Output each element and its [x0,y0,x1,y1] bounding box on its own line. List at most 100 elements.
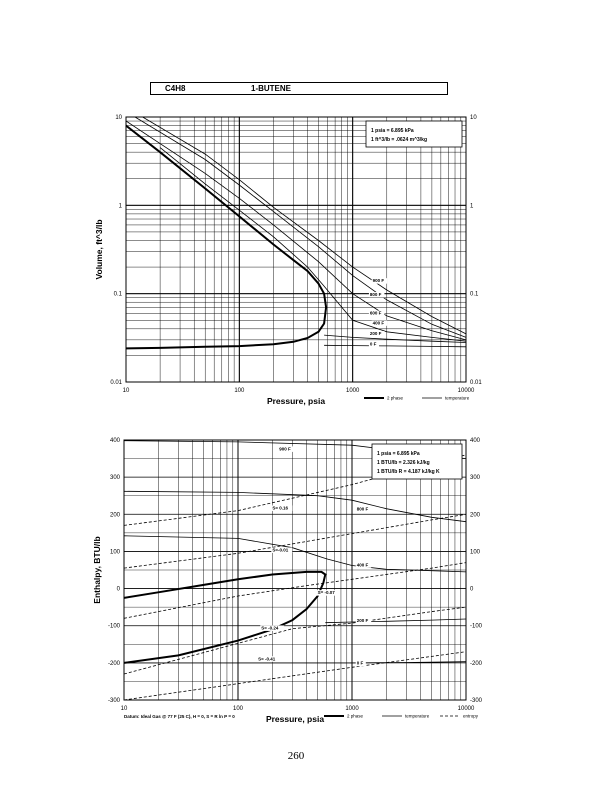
curve-label-bg [257,656,281,662]
curve-label: 0 F [370,341,377,346]
y-tick-label: -300 [108,698,121,704]
x-tick-label: 10000 [458,388,475,394]
series-group [125,116,467,350]
curve-label: 800 F [357,507,369,512]
curve-label: 200 F [370,331,382,336]
legend-label: temperature [445,396,470,401]
x-tick-labels: 10 100 1000 10000 [121,706,475,712]
series-200-f [325,618,467,624]
y-tick-label-right: 300 [470,475,481,481]
y-tick-label: 400 [110,438,121,444]
curve-label: 400 F [373,320,385,325]
plot-frame [123,439,467,701]
y-tick-label: -200 [108,661,121,667]
curve-label-bg [278,446,294,452]
series-0-f [124,661,467,664]
curve-label-bg [368,341,380,347]
curve-label: S= -0.41 [258,656,276,661]
curve-label-bg [355,506,372,513]
series-800-f [123,490,467,523]
curve-labels: 900 F 800 F S= 0.16 S=-0.01 400 F S= -0.07 S= … [257,446,372,667]
curve-label-bg [260,625,284,631]
y-tick-label: 1 [119,203,123,209]
volume-chart: 10 100 1000 100001010.10.011010.10.01Pressu… [94,115,482,406]
x-tick-label: 100 [234,388,245,394]
compound-formula: C4H8 [165,84,186,93]
series-s-0-41 [123,651,467,701]
x-tick-labels: 10 100 1000 10000 [123,388,475,394]
note-frame [371,443,463,480]
curve-label: 800 F [370,292,382,297]
x-axis-label: Pressure, psia [267,396,325,406]
series-0-f [324,344,467,348]
datum-footnote: Datum: Ideal Gas @ 77 F (25 C), H = 0, S… [124,714,235,719]
curve-label-bg [371,320,388,326]
y-tick-label-right: 1 [470,203,474,209]
y-tick-label: 200 [110,512,121,518]
series-s-0-24 [123,606,467,675]
y-tick-label-right: -300 [470,698,483,704]
series-s-0-07 [123,562,467,619]
page-number: 260 [287,750,305,762]
compound-name: 1-BUTENE [251,84,292,93]
y-tick-labels: 10 1 0.1 0.01 [110,115,122,386]
y-tick-label: 0.1 [114,292,123,298]
curve-label-bg [271,547,293,553]
y-tick-label-right: 0.1 [470,292,479,298]
curve-label-bg [355,660,366,667]
legend-label: entropy [463,714,479,719]
series-900-f [142,116,467,335]
y-axis-label: Volume, ft^3/lb [94,219,104,279]
note-line: 1 ft^3/lb = .0624 m^3/kg [371,137,427,143]
series-400-f [159,147,467,342]
note-line: 1 psia = 6.895 kPa [377,451,420,457]
unit-note-box: 1 psia = 6.895 kPa 1 BTU/lb = 2.326 kJ/kg… [371,443,463,480]
y-tick-label-right: 10 [470,115,477,121]
curve-label: 600 F [370,311,382,316]
curve-label: S= -0.07 [318,590,336,595]
curve-labels: 900 F 800 F 600 F 400 F 200 F 0 F [368,278,388,347]
series-800-f [134,116,467,338]
series-200-f [324,334,467,343]
series-400-f [123,535,467,573]
unit-note-box: 1 psia = 6.895 kPa 1 ft^3/lb = .0624 m^3/… [365,120,463,148]
curve-label: S=-0.01 [272,547,288,552]
series-600-f [125,120,467,341]
grid-lines [125,116,467,383]
y-tick-label-right: -100 [470,624,483,630]
x-axis-label: Pressure, psia [266,714,324,724]
y-tick-label-right: 100 [470,549,481,555]
series-2-phase [123,570,327,664]
curve-label-bg [368,331,385,337]
y-tick-label: -100 [108,624,121,630]
y-tick-label: 0 [117,587,121,593]
plot-frame [125,116,467,383]
note-frame [365,120,463,148]
curve-label-bg [355,562,372,568]
y-tick-label: 10 [115,115,122,121]
x-tick-label: 10000 [458,706,475,712]
legend: 2 phase temperature [364,396,470,401]
y-tick-label-right: 200 [470,512,481,518]
curve-label-bg [368,310,385,317]
note-line: 1 BTU/lb = 2.326 kJ/kg [377,460,430,466]
legend: 2 phase temperature entropy [324,714,479,719]
x-tick-label: 1000 [345,706,359,712]
note-line: 1 BTU/lb R = 4.187 kJ/kg K [377,469,440,475]
curve-label: 200 F [357,618,369,623]
x-tick-label: 10 [121,706,128,712]
y-tick-labels-right: 10 1 0.1 0.01 [470,115,482,386]
y-tick-labels: 400 300 200 100 0 -100 -200 -300 [108,438,121,704]
series-2-phase [125,124,328,350]
x-tick-label: 1000 [346,388,360,394]
y-tick-label-right: 0 [470,587,474,593]
y-axis-label: Enthalpy, BTU/lb [92,536,102,603]
curve-label: 900 F [279,446,291,451]
x-tick-label: 100 [233,706,244,712]
x-tick-label: 10 [123,388,130,394]
curve-label-bg [368,292,385,298]
y-tick-labels-right: 400 300 200 100 0 -100 -200 -300 [470,438,483,704]
curve-label-bg [355,618,372,624]
chart-header-box: C4H8 1-BUTENE [150,82,448,95]
y-tick-label: 0.01 [110,380,122,386]
